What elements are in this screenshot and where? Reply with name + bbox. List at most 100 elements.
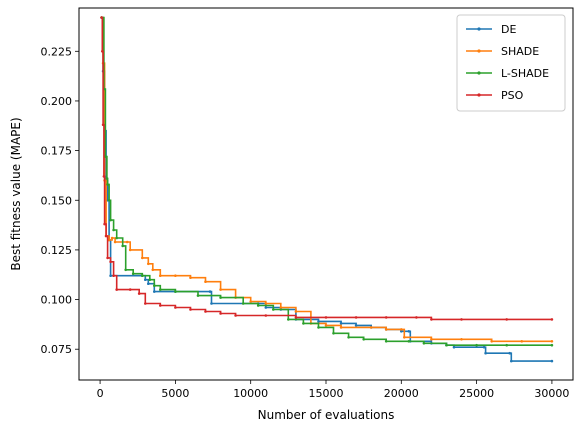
series-pso-point [137, 292, 141, 295]
series-shade-point [279, 306, 283, 309]
y-tick-label: 0.125 [41, 244, 73, 257]
series-de-point [109, 274, 112, 278]
x-tick-label: 30000 [534, 387, 569, 400]
series-l-shade-point [241, 302, 245, 305]
series-de-point [452, 345, 456, 349]
series-de-point [339, 322, 343, 325]
series-shade-point [294, 310, 298, 313]
series-shade-point [219, 288, 222, 291]
series-l-shade-point [302, 322, 305, 325]
series-l-shade-point [550, 343, 554, 347]
series-shade-point [113, 240, 117, 244]
series-pso-point [264, 314, 268, 317]
series-de-point [407, 330, 411, 333]
series-pso-point [159, 304, 162, 307]
series-de-point [550, 359, 554, 363]
series-pso-point [109, 260, 112, 264]
series-pso-point [100, 16, 103, 19]
legend-swatch-marker [477, 71, 481, 75]
series-shade-point [520, 340, 524, 343]
series-pso-point [294, 316, 298, 319]
series-shade-point [490, 340, 494, 343]
series-pso-point [112, 274, 115, 278]
series-l-shade-point [362, 338, 366, 341]
series-shade-point [403, 336, 406, 339]
series-l-shade-point [115, 236, 118, 240]
series-de-point [208, 290, 212, 293]
series-pso-group [100, 16, 554, 321]
series-l-shade-point [445, 343, 448, 347]
series-shade-point [324, 324, 328, 327]
series-shade-point [460, 338, 463, 341]
series-shade-point [369, 326, 373, 329]
series-layer [100, 16, 554, 363]
series-pso-point [128, 288, 132, 291]
y-tick-label: 0.075 [41, 343, 73, 356]
series-pso-point [550, 318, 554, 321]
y-tick-label: 0.200 [41, 95, 73, 108]
series-shade-point [430, 338, 433, 341]
legend-entry-label: PSO [501, 89, 524, 102]
series-l-shade-point [148, 278, 152, 282]
series-de-point [144, 278, 147, 282]
series-shade-point [110, 236, 114, 240]
series-de-point [482, 345, 486, 349]
series-l-shade-point [112, 228, 115, 232]
series-de-point [400, 330, 403, 333]
series-l-shade-point [196, 294, 200, 297]
series-shade-point [384, 328, 388, 331]
x-tick-label: 5000 [161, 387, 189, 400]
x-tick-label: 15000 [309, 387, 344, 400]
series-shade-group [100, 16, 554, 343]
series-shade-point [249, 300, 252, 303]
series-l-shade-point [272, 308, 275, 311]
series-pso-point [324, 316, 328, 319]
legend: DE SHADE L-SHADE PSO [456, 14, 566, 112]
series-pso-point [415, 316, 418, 319]
series-shade-point [141, 256, 144, 260]
series-shade-point [147, 262, 150, 266]
legend-swatch-marker [477, 27, 481, 31]
series-pso-point [430, 318, 433, 321]
series-l-shade-point [256, 304, 260, 307]
series-l-shade-point [141, 274, 144, 278]
series-pso-point [103, 222, 106, 226]
series-l-shade-point [347, 336, 350, 339]
x-tick-label: 20000 [384, 387, 419, 400]
x-tick-label: 25000 [459, 387, 494, 400]
series-l-shade-point [105, 177, 109, 180]
legend-entry-label: L-SHADE [501, 67, 549, 80]
series-shade-point [189, 276, 192, 280]
series-pso-point [144, 302, 147, 305]
series-l-shade-point [332, 332, 335, 335]
series-shade-point [174, 274, 177, 278]
series-de-point [354, 324, 358, 327]
series-l-shade-point [422, 342, 426, 345]
series-shade-point [128, 248, 132, 252]
series-pso-point [189, 308, 192, 311]
series-shade-point [400, 328, 403, 331]
series-pso-line [101, 16, 552, 321]
series-l-shade-point [131, 272, 135, 276]
series-pso-point [115, 288, 118, 291]
x-tick-label: 10000 [233, 387, 268, 400]
series-pso-point [104, 234, 108, 238]
series-l-shade-point [407, 340, 411, 343]
series-shade-point [151, 268, 155, 272]
legend-swatch-marker [477, 93, 481, 97]
x-tick-label: 0 [97, 387, 104, 400]
series-shade-point [159, 274, 162, 278]
series-l-shade-point [121, 244, 124, 248]
y-tick-label: 0.175 [41, 145, 73, 158]
y-axis-ticks: 0.075 0.100 0.125 0.150 0.175 0.200 0.225 [41, 45, 79, 356]
y-tick-label: 0.100 [41, 294, 73, 307]
series-shade-point [550, 340, 554, 343]
series-pso-point [354, 316, 358, 319]
series-l-shade-point [475, 343, 478, 347]
series-de-point [147, 282, 150, 286]
series-shade-point [204, 280, 207, 284]
series-pso-point [204, 310, 207, 313]
series-shade-point [107, 238, 111, 242]
series-pso-point [106, 256, 109, 260]
